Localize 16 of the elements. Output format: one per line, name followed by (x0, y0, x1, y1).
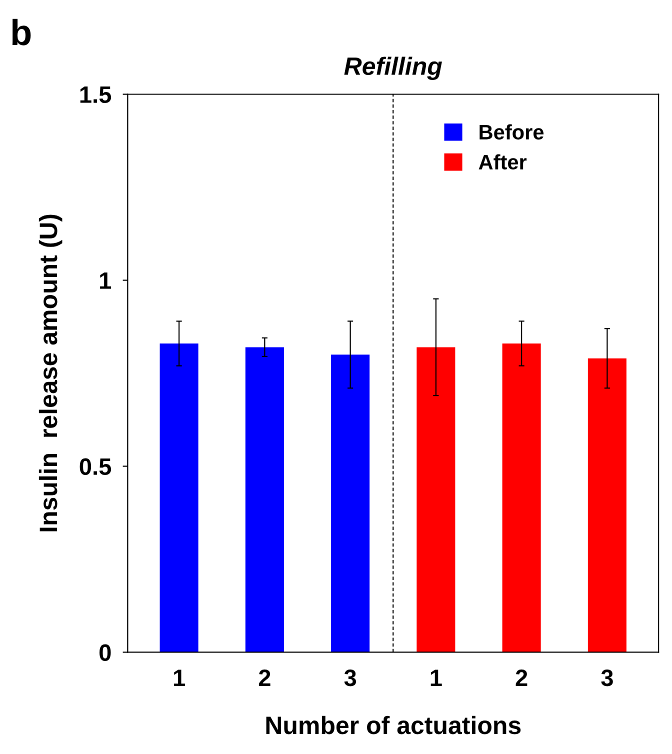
chart-title: Refilling (344, 56, 442, 80)
text: b (12, 18, 31, 46)
x-tick-label: 3 (601, 670, 613, 686)
y-tick-label: 0 (100, 644, 111, 661)
x-tick-label: 1 (174, 670, 185, 686)
x-axis-title: Number of actuations (266, 716, 521, 734)
y-tick-label: 1 (100, 272, 112, 289)
legend-label: After (478, 154, 527, 170)
legend-label: Before (480, 124, 544, 140)
x-tick-label: 2 (258, 670, 270, 686)
x-tick-label: 1 (430, 670, 442, 686)
y-axis-title: Insulin release amount (U) (38, 214, 62, 532)
y-tick-label: 0.5 (80, 458, 112, 476)
x-tick-label: 3 (344, 670, 356, 686)
y-tick-label: 1.5 (80, 86, 112, 104)
x-tick-label: 2 (516, 670, 528, 686)
